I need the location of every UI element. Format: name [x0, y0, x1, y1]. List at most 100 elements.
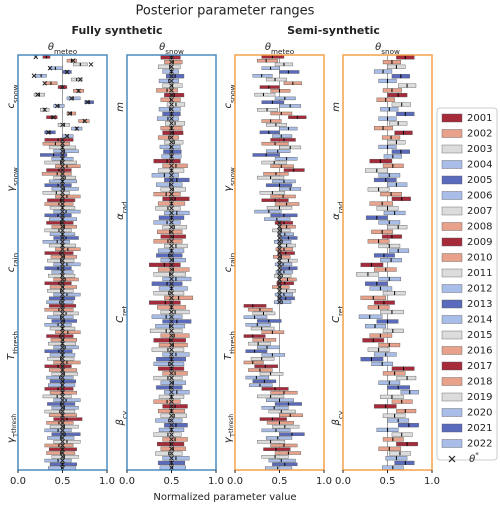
theta-star-marker — [169, 182, 174, 188]
theta-star-marker — [60, 258, 65, 263]
theta-star-marker — [60, 194, 65, 199]
legend-label: 2017 — [467, 361, 492, 372]
box — [369, 201, 394, 206]
box — [254, 209, 282, 214]
theta-star-marker — [60, 443, 65, 448]
legend-swatch — [441, 377, 463, 386]
theta-star-marker — [169, 337, 174, 343]
theta-star-marker — [60, 171, 65, 177]
theta-star-marker — [74, 126, 80, 131]
box — [51, 455, 79, 459]
theta-star-marker — [169, 144, 174, 150]
theta-star-marker — [169, 125, 174, 131]
theta-star-marker — [60, 231, 65, 237]
theta-star-marker — [60, 243, 65, 248]
theta-star-marker — [277, 228, 282, 233]
theta-star-marker — [169, 323, 174, 329]
box — [389, 248, 410, 253]
box — [265, 77, 287, 82]
theta-star-marker — [169, 389, 174, 395]
box — [257, 345, 280, 350]
theta-star-marker — [60, 152, 65, 158]
param-label-sub: rad — [336, 201, 345, 213]
legend-label: 2005 — [467, 175, 492, 186]
theta-star-marker — [60, 360, 65, 365]
legend-label: 2014 — [467, 315, 492, 326]
box — [249, 383, 273, 387]
theta-star-marker — [169, 408, 174, 414]
param-label: γsnow — [223, 167, 237, 192]
theta-star-marker — [60, 239, 65, 245]
theta-star-marker — [60, 145, 65, 150]
box — [270, 89, 291, 93]
theta-star-marker — [60, 394, 65, 399]
param-label-symbol: α — [115, 213, 126, 220]
theta-star-marker — [169, 172, 174, 178]
param-label-symbol: c — [6, 266, 17, 272]
theta-star-marker — [169, 267, 174, 272]
legend-swatch — [441, 299, 463, 309]
box — [55, 194, 81, 199]
param-label: csnow — [223, 84, 237, 108]
theta-star-marker — [60, 461, 65, 467]
theta-star-marker — [60, 431, 65, 437]
theta-star-marker — [35, 92, 40, 97]
param-label-sub: ret — [336, 306, 345, 316]
theta-star-marker — [60, 182, 65, 188]
box — [245, 375, 270, 380]
box — [252, 74, 273, 78]
box — [279, 413, 303, 418]
legend-label: 2012 — [467, 284, 492, 295]
box — [42, 141, 70, 146]
theta-star-marker — [60, 439, 65, 445]
theta-star-marker — [169, 276, 174, 282]
theta-star-marker — [42, 80, 48, 86]
legend-label: 2010 — [467, 253, 492, 264]
legend-label: 2019 — [467, 392, 492, 403]
theta-star-marker — [60, 137, 65, 143]
param-label: m — [331, 102, 342, 112]
box — [46, 421, 74, 425]
theta-star-marker — [169, 418, 174, 423]
theta-star-marker — [277, 246, 282, 252]
theta-star-marker — [60, 269, 65, 275]
legend-swatch — [441, 346, 463, 355]
box — [162, 69, 179, 74]
theta-star-marker — [169, 436, 174, 442]
theta-star-marker — [60, 401, 65, 407]
theta-star-marker — [169, 168, 174, 173]
figure-title: Posterior parameter ranges — [136, 4, 315, 19]
theta-star-marker — [169, 224, 174, 230]
theta-star-marker — [60, 254, 65, 260]
theta-star-marker — [277, 220, 282, 226]
theta-star-marker — [169, 205, 174, 211]
theta-star-marker — [42, 107, 48, 113]
legend-swatch — [441, 113, 463, 123]
theta-star-marker — [169, 234, 174, 239]
theta-star-marker — [60, 220, 65, 226]
box — [277, 232, 294, 236]
theta-star-marker — [169, 215, 174, 221]
box — [261, 353, 286, 357]
theta-star-marker — [169, 92, 174, 98]
theta-star-marker — [60, 409, 65, 414]
theta-star-marker — [60, 148, 65, 154]
param-label-sub: cv — [336, 410, 345, 419]
param-label-sub: rain — [11, 253, 20, 267]
theta-star-marker — [169, 290, 174, 296]
legend-swatch — [441, 175, 463, 185]
box — [268, 458, 296, 463]
legend-swatch — [441, 361, 463, 371]
theta-star-marker — [277, 269, 282, 275]
box — [51, 432, 81, 436]
theta-star-marker — [60, 307, 65, 313]
theta-star-marker — [169, 163, 174, 169]
x-tick-label: 0.5 — [380, 476, 396, 487]
box — [51, 187, 79, 191]
theta-star-marker — [60, 273, 65, 279]
param-label-symbol: γ — [6, 436, 17, 443]
theta-star-marker — [169, 106, 174, 112]
theta-star-marker — [277, 295, 282, 301]
theta-star-marker — [60, 405, 65, 411]
theta-star-marker — [60, 163, 65, 169]
